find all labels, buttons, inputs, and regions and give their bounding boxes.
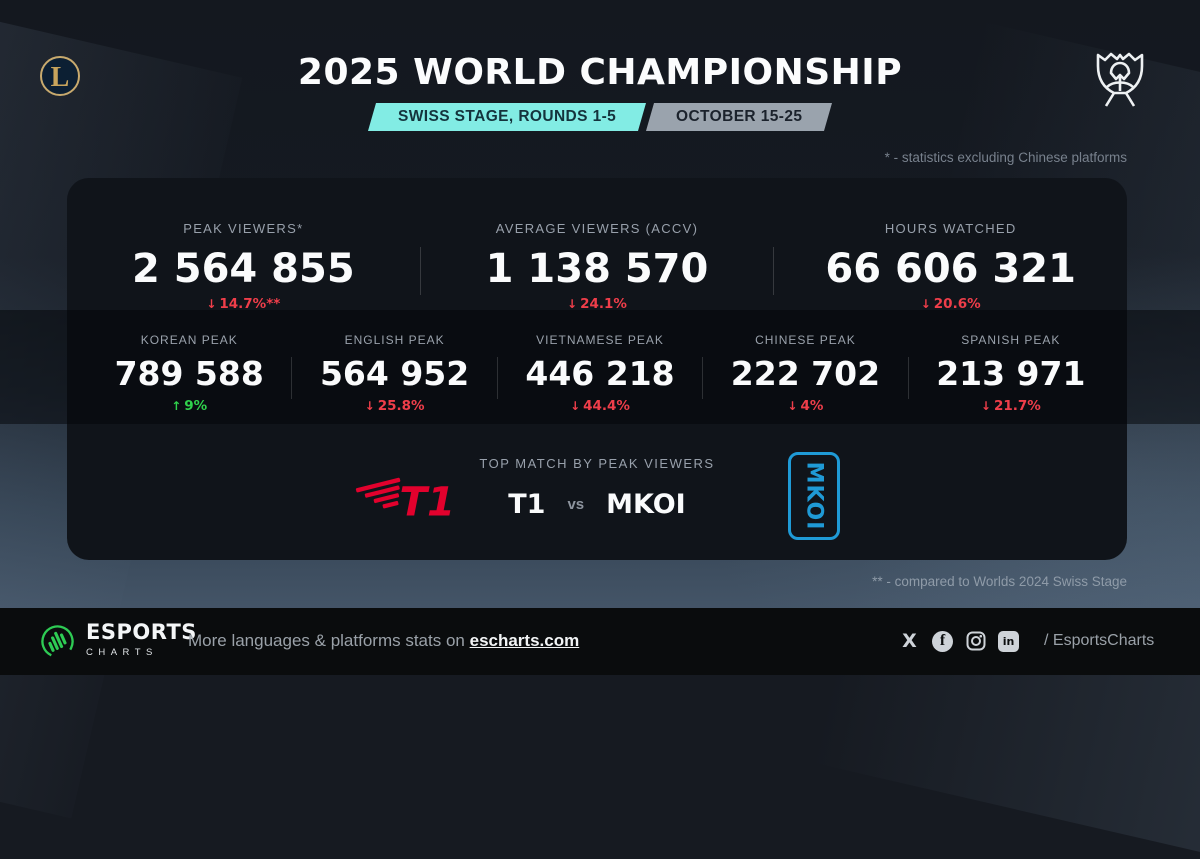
subtitle-badges: SWISS STAGE, ROUNDS 1-5 OCTOBER 15-25 — [0, 103, 1200, 131]
instagram-icon[interactable] — [965, 631, 986, 652]
brand-charts: CHARTS — [86, 647, 158, 659]
divider — [907, 357, 909, 399]
stat-chinese-peak: CHINESE PEAK 222 702 ↓ 4% — [703, 333, 907, 414]
stat-vietnamese-peak: VIETNAMESE PEAK 446 218 ↓ 44.4% — [498, 333, 702, 414]
stat-change-value: 4% — [800, 397, 824, 414]
divider — [496, 357, 498, 399]
stat-value: 66 606 321 — [825, 246, 1076, 292]
down-arrow-icon: ↓ — [567, 297, 578, 311]
stat-english-peak: ENGLISH PEAK 564 952 ↓ 25.8% — [292, 333, 496, 414]
stat-change-value: 20.6% — [933, 296, 981, 312]
mkoi-logo-text: MKOI — [801, 461, 827, 531]
vs-label: vs — [567, 496, 585, 513]
team2-name: MKOI — [606, 489, 686, 520]
worlds-summoners-cup-icon — [1090, 46, 1150, 112]
stat-change: ↓ 20.6% — [774, 296, 1127, 312]
stat-label: HOURS WATCHED — [884, 221, 1017, 236]
stat-change-value: 14.7%** — [219, 296, 281, 312]
stat-label: CHINESE PEAK — [755, 333, 856, 347]
divider — [291, 357, 293, 399]
divider — [702, 357, 704, 399]
stat-value: 446 218 — [525, 354, 675, 393]
down-arrow-icon: ↓ — [364, 398, 375, 413]
stat-label: PEAK VIEWERS* — [183, 221, 304, 236]
stat-change: ↓ 14.7%** — [67, 296, 420, 312]
stat-value: 2 564 855 — [131, 246, 355, 292]
divider — [773, 247, 775, 295]
stat-label: KOREAN PEAK — [140, 333, 238, 347]
social-links: X f in — [899, 630, 1019, 652]
statistics-note: * - statistics excluding Chinese platfor… — [884, 150, 1127, 165]
date-badge-label: OCTOBER 15-25 — [675, 108, 803, 125]
stat-label: VIETNAMESE PEAK — [536, 333, 664, 347]
stat-change-value: 24.1% — [580, 296, 627, 312]
down-arrow-icon: ↓ — [920, 297, 931, 311]
stat-change-value: 9% — [184, 397, 208, 414]
stat-spanish-peak: SPANISH PEAK 213 971 ↓ 21.7% — [909, 333, 1113, 414]
stat-value: 789 588 — [114, 354, 264, 393]
divider — [419, 247, 421, 295]
footer-message: More languages & platforms stats on esch… — [188, 631, 579, 651]
footer-message-text: More languages & platforms stats on — [188, 631, 465, 650]
stat-change: ↓ 44.4% — [498, 398, 702, 414]
stat-change: ↓ 25.8% — [292, 398, 496, 414]
stat-hours-watched: HOURS WATCHED 66 606 321 ↓ 20.6% — [774, 221, 1127, 312]
stat-change-value: 44.4% — [583, 397, 630, 414]
top-match-row: T1 TOP MATCH BY PEAK VIEWERS T1 vs MKOI … — [67, 440, 1127, 560]
stat-label: ENGLISH PEAK — [344, 333, 445, 347]
mkoi-team-logo-icon: MKOI — [785, 452, 843, 544]
stat-change: ↓ 24.1% — [421, 296, 774, 312]
stat-average-viewers: AVERAGE VIEWERS (ACCV) 1 138 570 ↓ 24.1% — [421, 221, 774, 312]
esports-charts-wordmark: ESPORTS CHARTS — [86, 620, 197, 659]
t1-team-logo-icon: T1 — [353, 464, 457, 528]
down-arrow-icon: ↓ — [787, 398, 798, 413]
esports-charts-logo-icon — [40, 624, 75, 659]
stat-change: ↓ 4% — [703, 398, 907, 414]
stat-peak-viewers: PEAK VIEWERS* 2 564 855 ↓ 14.7%** — [67, 221, 420, 312]
escharts-link[interactable]: escharts.com — [469, 631, 580, 650]
stage-badge-label: SWISS STAGE, ROUNDS 1-5 — [397, 108, 616, 125]
stage-badge: SWISS STAGE, ROUNDS 1-5 — [367, 103, 646, 131]
stat-korean-peak: KOREAN PEAK 789 588 ↑ 9% — [87, 333, 291, 414]
page-title: 2025 WORLD CHAMPIONSHIP — [297, 52, 903, 93]
league-of-legends-logo-icon: L — [38, 50, 82, 100]
svg-text:T1: T1 — [399, 479, 455, 526]
team1-name: T1 — [508, 489, 546, 520]
matchup-text: T1 vs MKOI — [67, 489, 1127, 520]
stat-value: 213 971 — [936, 354, 1086, 393]
svg-text:L: L — [51, 62, 70, 93]
down-arrow-icon: ↓ — [570, 398, 581, 413]
mkoi-logo-frame: MKOI — [788, 452, 840, 540]
stat-change-value: 21.7% — [993, 397, 1041, 414]
comparison-note: ** - compared to Worlds 2024 Swiss Stage — [872, 574, 1127, 589]
down-arrow-icon: ↓ — [206, 297, 217, 311]
linkedin-icon[interactable]: in — [998, 630, 1019, 652]
social-handle: / EsportsCharts — [1044, 632, 1155, 649]
up-arrow-icon: ↑ — [171, 398, 182, 413]
top-match-label: TOP MATCH BY PEAK VIEWERS — [479, 456, 715, 471]
facebook-icon[interactable]: f — [932, 630, 953, 652]
stat-change: ↑ 9% — [87, 398, 291, 414]
stat-value: 1 138 570 — [485, 246, 709, 292]
x-twitter-icon[interactable]: X — [902, 630, 917, 652]
stat-change: ↓ 21.7% — [909, 398, 1113, 414]
stat-change-value: 25.8% — [377, 397, 425, 414]
date-badge: OCTOBER 15-25 — [645, 103, 833, 131]
stat-value: 564 952 — [319, 354, 470, 393]
stat-label: AVERAGE VIEWERS (ACCV) — [495, 221, 699, 236]
language-stats-band — [0, 310, 1200, 424]
brand-esports: ESPORTS — [86, 620, 197, 644]
stat-label: SPANISH PEAK — [961, 333, 1061, 347]
main-stats-row: PEAK VIEWERS* 2 564 855 ↓ 14.7%** AVERAGE… — [67, 221, 1127, 312]
language-stats-row: KOREAN PEAK 789 588 ↑ 9% ENGLISH PEAK 564… — [87, 333, 1113, 414]
stat-value: 222 702 — [730, 354, 881, 393]
footer-bar: ESPORTS CHARTS More languages & platform… — [0, 608, 1200, 675]
down-arrow-icon: ↓ — [980, 398, 991, 413]
